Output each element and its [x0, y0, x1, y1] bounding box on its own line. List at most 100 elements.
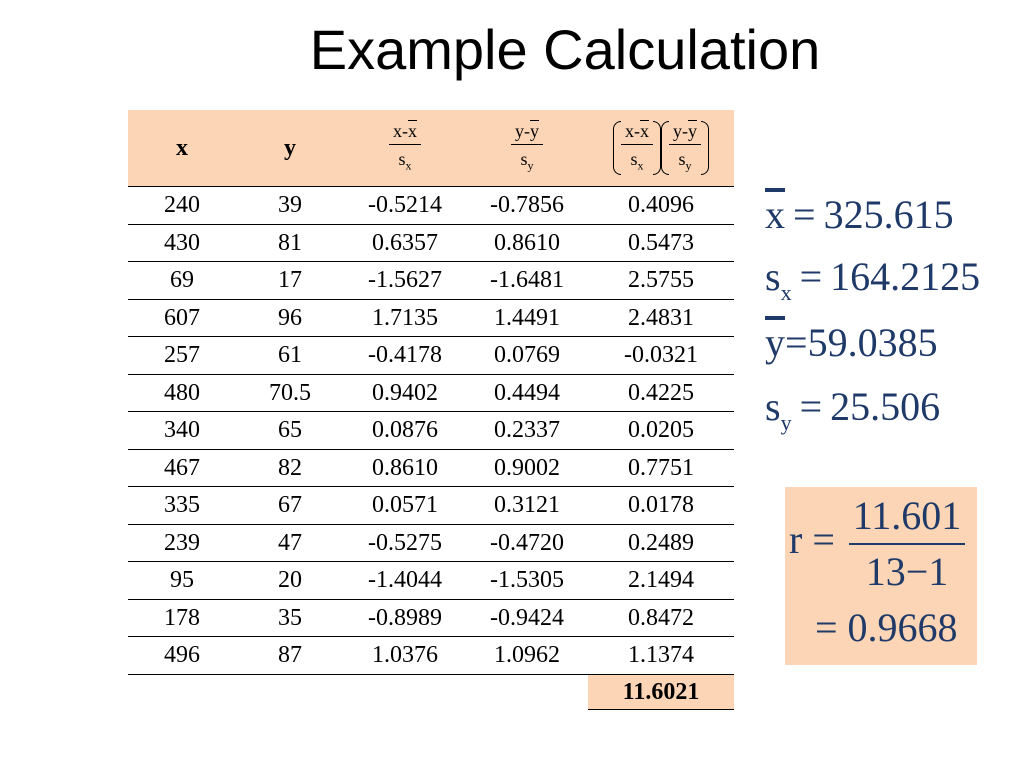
zx-numerator: x-x — [389, 121, 421, 145]
zy-numerator: y-y — [511, 121, 543, 145]
cell-x: 95 — [128, 561, 236, 599]
product-right-paren-group: y-y sy — [661, 120, 709, 176]
xbar-stat: x = 325.615 — [765, 192, 954, 237]
zy-fraction: y-y sy — [511, 121, 543, 176]
cell-zx: 0.9402 — [344, 373, 466, 412]
cell-zy: 0.2337 — [466, 411, 588, 449]
cell-zy: -1.6481 — [466, 261, 588, 299]
table-row: 480 70.5 0.9402 0.4494 0.4225 — [128, 373, 734, 412]
cell-zx: 0.8610 — [344, 448, 466, 487]
zy-denominator: sy — [520, 148, 534, 173]
cell-zy: 0.8610 — [466, 223, 588, 262]
cell-zx: -0.4178 — [344, 336, 466, 374]
cell-y: 47 — [236, 523, 344, 562]
cell-product: 0.2489 — [588, 523, 734, 562]
table-row: 467 82 0.8610 0.9002 0.7751 — [128, 448, 734, 487]
r-label: r = — [789, 517, 835, 562]
calculation-table: x y x-x sx y-y sy x-x sx — [128, 110, 734, 710]
blank-cell — [466, 673, 588, 709]
cell-x: 240 — [128, 186, 236, 224]
table-row: 178 35 -0.8989 -0.9424 0.8472 — [128, 598, 734, 637]
cell-zx: -1.5627 — [344, 261, 466, 299]
table-row: 340 65 0.0876 0.2337 0.0205 — [128, 411, 734, 449]
sx-symbol: s — [765, 254, 781, 299]
cell-y: 67 — [236, 486, 344, 524]
blank-cell — [128, 673, 236, 709]
table-row: 240 39 -0.5214 -0.7856 0.4096 — [128, 186, 734, 224]
cell-zx: 0.0571 — [344, 486, 466, 524]
cell-zx: -0.8989 — [344, 598, 466, 637]
cell-x: 430 — [128, 223, 236, 262]
sy-stat: sy = 25.506 — [765, 384, 941, 435]
cell-product: -0.0321 — [588, 336, 734, 374]
ybar-stat: y=59.0385 — [765, 320, 938, 365]
cell-product: 2.1494 — [588, 561, 734, 599]
zx-fraction: x-x sx — [389, 121, 421, 176]
cell-zy: 0.9002 — [466, 448, 588, 487]
cell-product: 2.4831 — [588, 298, 734, 337]
r-result: = 0.9668 — [815, 605, 958, 650]
cell-zy: 0.4494 — [466, 373, 588, 412]
cell-product: 0.4225 — [588, 373, 734, 412]
cell-x: 480 — [128, 373, 236, 412]
cell-y: 87 — [236, 636, 344, 675]
table-row: 496 87 1.0376 1.0962 1.1374 — [128, 636, 734, 675]
cell-zx: -0.5214 — [344, 186, 466, 224]
cell-zy: -0.9424 — [466, 598, 588, 637]
cell-y: 82 — [236, 448, 344, 487]
cell-product: 0.0205 — [588, 411, 734, 449]
cell-x: 69 — [128, 261, 236, 299]
table-row: 257 61 -0.4178 0.0769 -0.0321 — [128, 336, 734, 374]
table-row: 430 81 0.6357 0.8610 0.5473 — [128, 223, 734, 262]
cell-x: 335 — [128, 486, 236, 524]
cell-y: 65 — [236, 411, 344, 449]
sx-stat: sx = 164.2125 — [765, 254, 981, 305]
cell-product: 0.5473 — [588, 223, 734, 262]
product-right-numerator: y-y — [669, 121, 701, 145]
cell-x: 178 — [128, 598, 236, 637]
cell-x: 496 — [128, 636, 236, 675]
cell-product: 2.5755 — [588, 261, 734, 299]
cell-zy: 0.3121 — [466, 486, 588, 524]
table-body: 240 39 -0.5214 -0.7856 0.4096 430 81 0.6357 0.86… — [128, 186, 734, 710]
product-left-numerator: x-x — [621, 121, 653, 145]
table-header-row: x y x-x sx y-y sy x-x sx — [128, 110, 734, 187]
cell-zx: 1.7135 — [344, 298, 466, 337]
r-fraction-bar — [849, 543, 965, 545]
cell-zx: -0.5275 — [344, 523, 466, 562]
table-row: 239 47 -0.5275 -0.4720 0.2489 — [128, 523, 734, 562]
page-title: Example Calculation — [309, 18, 821, 81]
cell-product: 0.7751 — [588, 448, 734, 487]
sy-value: 25.506 — [830, 384, 941, 429]
table-row: 95 20 -1.4044 -1.5305 2.1494 — [128, 561, 734, 599]
total-row: 11.6021 — [128, 673, 734, 710]
cell-zy: 1.0962 — [466, 636, 588, 675]
cell-product: 0.4096 — [588, 186, 734, 224]
product-left-denominator: sx — [630, 148, 644, 173]
cell-product: 1.1374 — [588, 636, 734, 675]
cell-x: 467 — [128, 448, 236, 487]
product-right-denominator: sy — [678, 148, 692, 173]
cell-y: 20 — [236, 561, 344, 599]
blank-cell — [236, 673, 344, 709]
cell-zy: -0.4720 — [466, 523, 588, 562]
cell-zy: 1.4491 — [466, 298, 588, 337]
blank-cell — [344, 673, 466, 709]
header-y: y — [236, 110, 344, 187]
cell-x: 257 — [128, 336, 236, 374]
cell-x: 239 — [128, 523, 236, 562]
product-left-paren-group: x-x sx — [613, 120, 661, 176]
ybar-symbol: y — [765, 320, 785, 365]
r-denominator: 13−1 — [865, 549, 949, 594]
cell-zy: -0.7856 — [466, 186, 588, 224]
product-sum: 11.6021 — [588, 673, 734, 710]
cell-y: 17 — [236, 261, 344, 299]
cell-zy: -1.5305 — [466, 561, 588, 599]
cell-y: 35 — [236, 598, 344, 637]
table-row: 69 17 -1.5627 -1.6481 2.5755 — [128, 261, 734, 299]
header-zx: x-x sx — [344, 110, 466, 187]
cell-zx: 0.0876 — [344, 411, 466, 449]
cell-zy: 0.0769 — [466, 336, 588, 374]
table-row: 335 67 0.0571 0.3121 0.0178 — [128, 486, 734, 524]
xbar-symbol: x — [765, 192, 785, 237]
